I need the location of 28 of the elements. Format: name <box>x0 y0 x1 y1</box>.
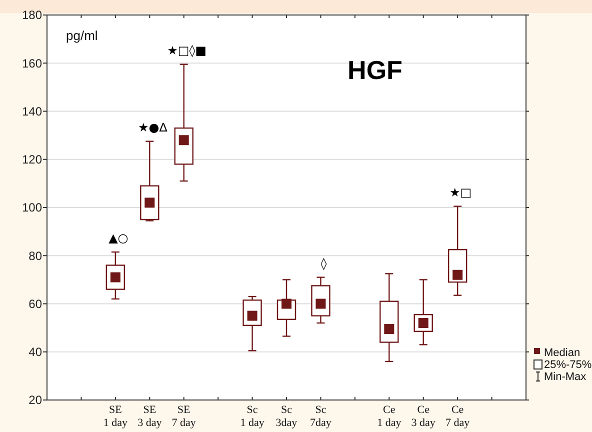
y-tick-label: 160 <box>22 56 42 70</box>
y-tick-label: 120 <box>22 152 42 167</box>
y-tick-label: 180 <box>22 8 42 22</box>
y-tick-label: 60 <box>28 296 42 311</box>
x-tick-label: Sc 7day <box>310 404 332 429</box>
x-tick-label: Ce 1 day <box>377 404 402 429</box>
x-tick-label: SE 7 day <box>172 404 196 429</box>
annotation: ▲○ <box>108 231 128 246</box>
text: HGF <box>348 55 402 85</box>
x-tick-label: Sc 3day <box>276 404 298 429</box>
y-tick-label: 100 <box>22 200 42 215</box>
y-axis-title: pg/ml <box>66 28 98 43</box>
text: Median <box>544 346 580 359</box>
x-tick-label: SE 1 day <box>103 404 128 429</box>
annotation: ◊ <box>320 256 327 270</box>
text: 25%-75% <box>544 358 592 371</box>
y-tick-label: 40 <box>28 345 42 360</box>
x-tick-label: Ce 3 day <box>411 404 436 429</box>
annotation: ★□ <box>450 185 472 200</box>
annotation: ★●∆ <box>138 120 168 135</box>
y-tick-label: 80 <box>28 248 42 263</box>
y-tick-label: 20 <box>28 393 42 408</box>
text: Min-Max <box>544 370 587 383</box>
x-tick-label: SE 3 day <box>138 404 162 429</box>
x-tick-label: Ce 7 day <box>446 404 470 429</box>
annotation: ★□◊■ <box>167 44 207 58</box>
x-tick-label: Sc 1 day <box>240 404 265 429</box>
y-tick-label: 140 <box>22 104 42 118</box>
